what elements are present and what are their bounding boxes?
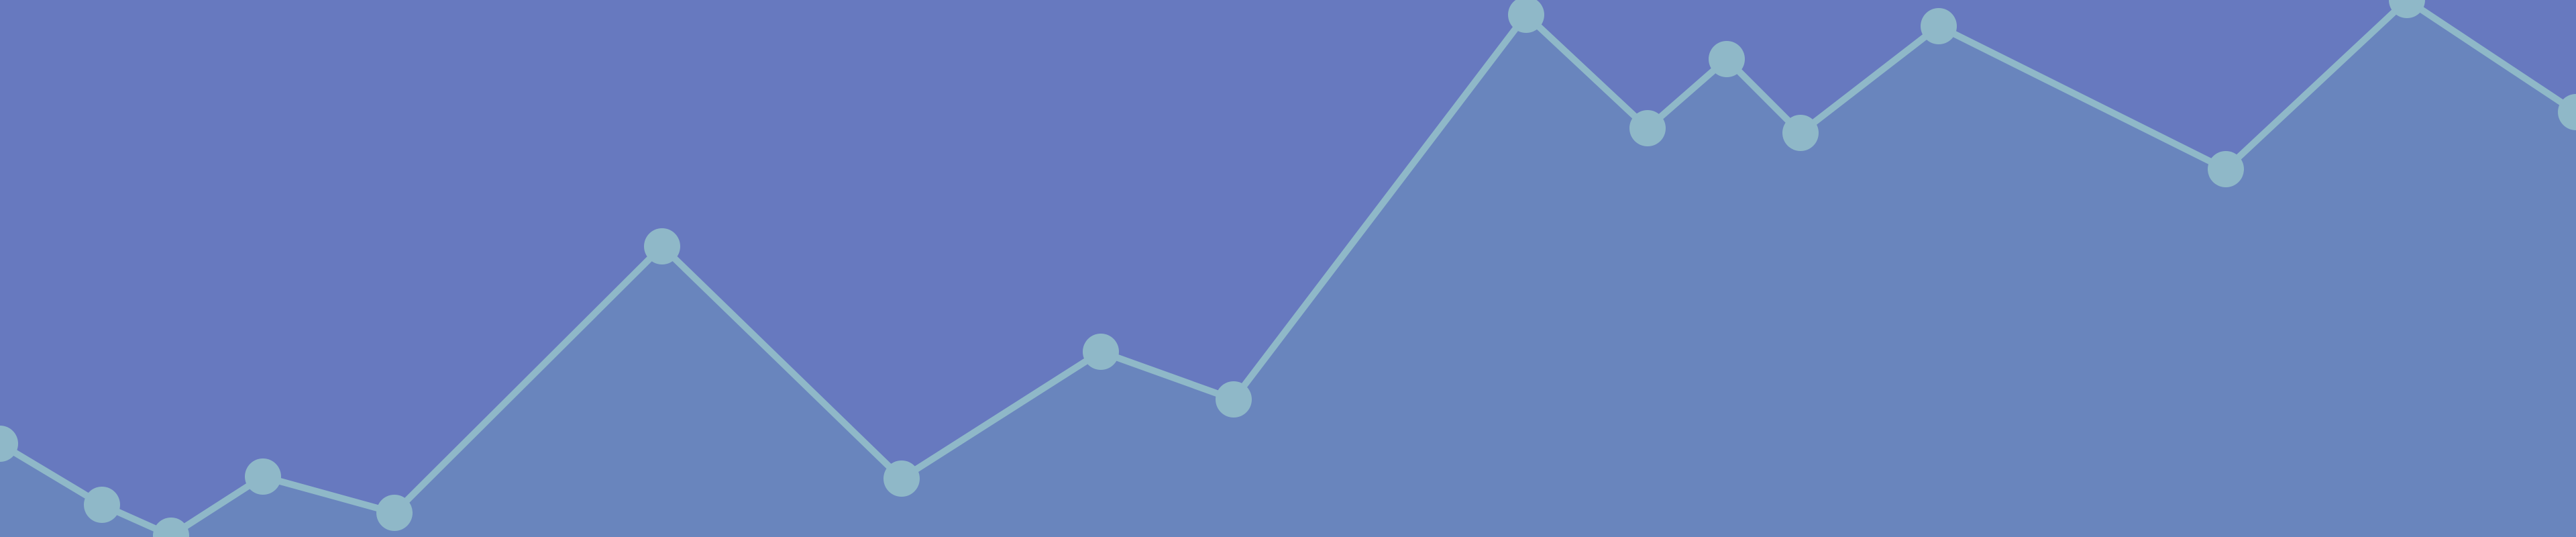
point: [84, 487, 120, 523]
point: [1782, 115, 1819, 151]
point: [2208, 151, 2244, 187]
point: [1216, 381, 1252, 418]
point: [1508, 0, 1544, 33]
point: [644, 228, 680, 264]
point: [1629, 110, 1666, 146]
point: [0, 426, 18, 462]
point: [376, 495, 413, 531]
point: [1083, 334, 1119, 370]
point: [883, 460, 920, 497]
point: [245, 458, 281, 495]
point: [153, 518, 189, 537]
point: [2558, 94, 2576, 130]
point: [1709, 41, 1745, 77]
point: [1921, 8, 1957, 44]
point: [2389, 0, 2425, 18]
